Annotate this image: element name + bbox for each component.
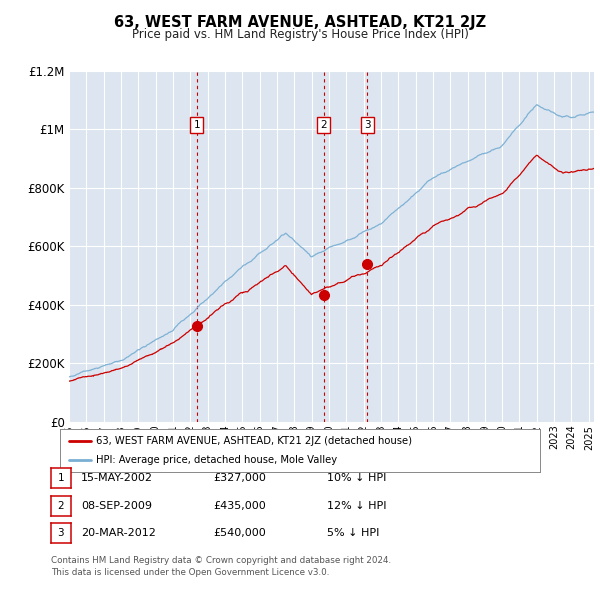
Text: £435,000: £435,000 — [213, 501, 266, 510]
Text: 10% ↓ HPI: 10% ↓ HPI — [327, 473, 386, 483]
Text: 1: 1 — [58, 473, 64, 483]
Text: 20-MAR-2012: 20-MAR-2012 — [81, 529, 156, 538]
Text: HPI: Average price, detached house, Mole Valley: HPI: Average price, detached house, Mole… — [96, 455, 337, 466]
Text: £540,000: £540,000 — [213, 529, 266, 538]
Text: 08-SEP-2009: 08-SEP-2009 — [81, 501, 152, 510]
Text: 12% ↓ HPI: 12% ↓ HPI — [327, 501, 386, 510]
Text: 3: 3 — [58, 529, 64, 538]
Text: Contains HM Land Registry data © Crown copyright and database right 2024.
This d: Contains HM Land Registry data © Crown c… — [51, 556, 391, 577]
Text: 1: 1 — [193, 120, 200, 130]
Text: 2: 2 — [58, 501, 64, 510]
Text: 63, WEST FARM AVENUE, ASHTEAD, KT21 2JZ: 63, WEST FARM AVENUE, ASHTEAD, KT21 2JZ — [114, 15, 486, 30]
Text: 15-MAY-2002: 15-MAY-2002 — [81, 473, 153, 483]
Text: 3: 3 — [364, 120, 371, 130]
Text: Price paid vs. HM Land Registry's House Price Index (HPI): Price paid vs. HM Land Registry's House … — [131, 28, 469, 41]
Text: 2: 2 — [320, 120, 327, 130]
Text: 63, WEST FARM AVENUE, ASHTEAD, KT21 2JZ (detached house): 63, WEST FARM AVENUE, ASHTEAD, KT21 2JZ … — [96, 435, 412, 445]
Text: £327,000: £327,000 — [213, 473, 266, 483]
Text: 5% ↓ HPI: 5% ↓ HPI — [327, 529, 379, 538]
